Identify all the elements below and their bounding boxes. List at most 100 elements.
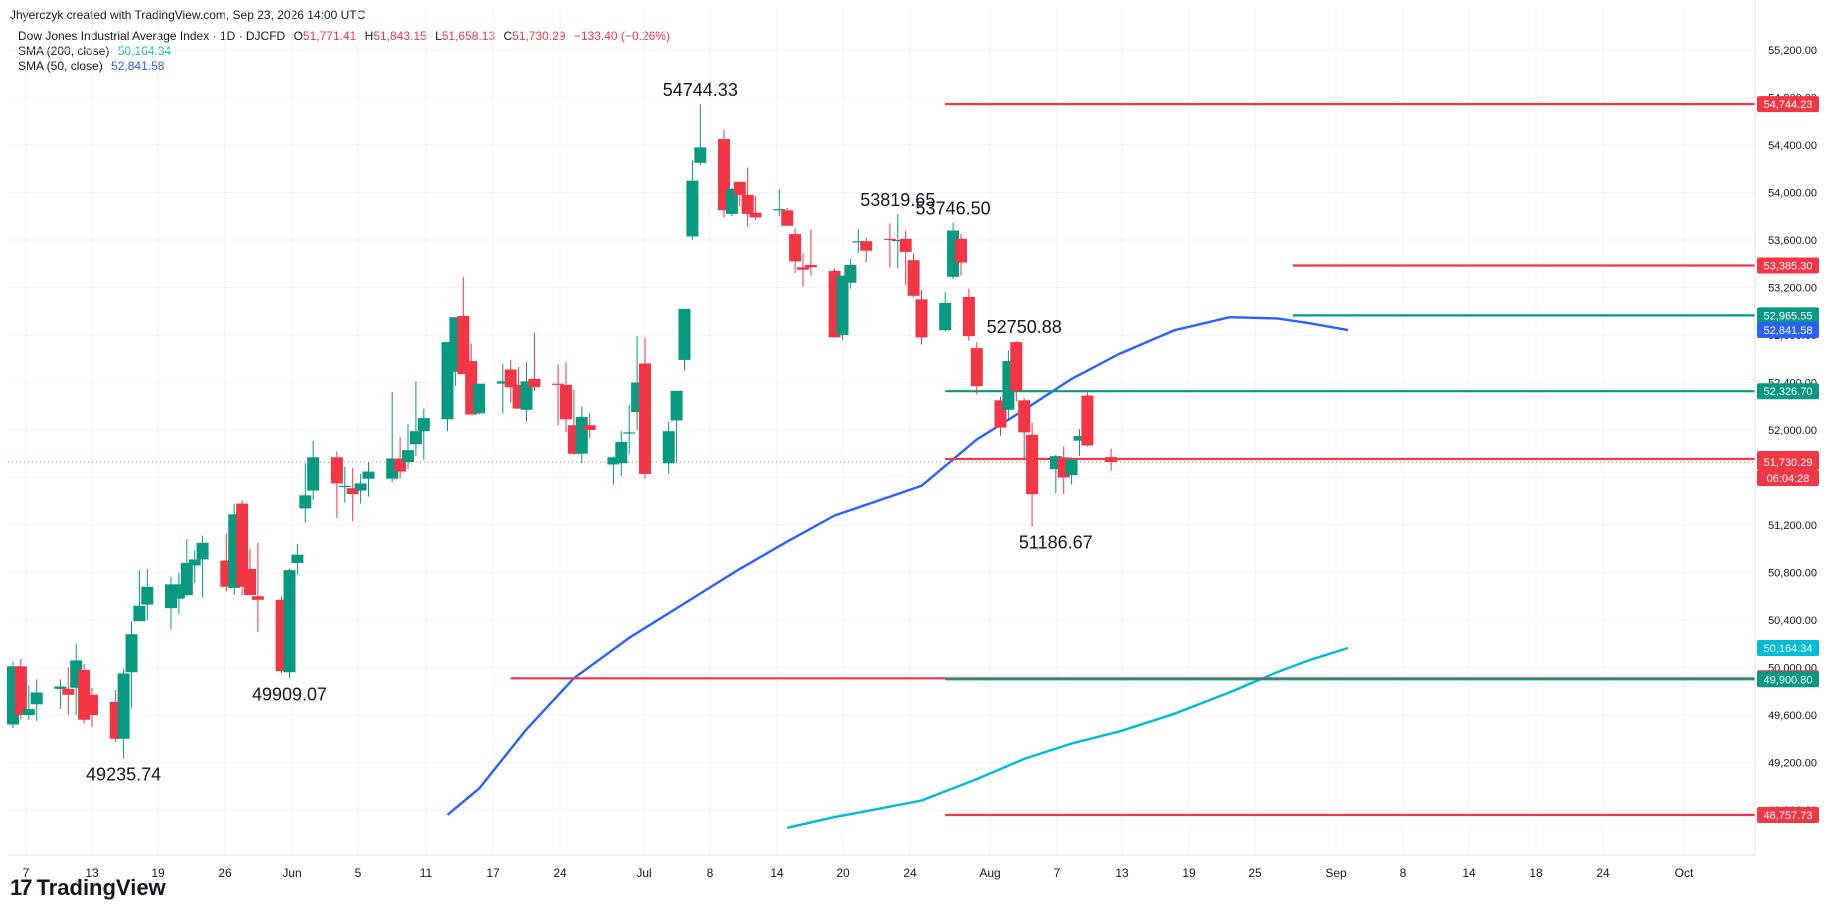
last-price-tag-box bbox=[1757, 454, 1819, 471]
candle-body bbox=[860, 241, 873, 251]
sma200-price-tag-box bbox=[1757, 639, 1819, 656]
price-annotation: 52750.88 bbox=[987, 317, 1062, 337]
time-axis-tick-label: Jun bbox=[282, 866, 301, 880]
time-axis-tick-label: Sep bbox=[1325, 866, 1347, 880]
tradingview-logo[interactable]: 17 TradingView bbox=[10, 875, 166, 901]
candle-body bbox=[86, 694, 98, 715]
candle-body bbox=[907, 260, 920, 296]
time-axis-tick-label: 13 bbox=[85, 866, 99, 880]
price-axis-tick-label: 49,200.00 bbox=[1768, 758, 1817, 770]
candle-body bbox=[496, 381, 509, 384]
candle-body bbox=[741, 194, 754, 214]
time-axis: 7 13 19 26 Jun 5 11 17 24 Jul 8 14 20 24 Aug 7 13 19 25 Sep… bbox=[8, 0, 1756, 880]
candle-body bbox=[196, 542, 209, 560]
level-price-tag-box bbox=[1757, 96, 1819, 113]
candle-body bbox=[560, 384, 572, 420]
candle-body bbox=[939, 302, 952, 331]
price-annotation: 53819.65 bbox=[860, 190, 935, 210]
candle-body bbox=[188, 559, 201, 566]
candle-body bbox=[575, 416, 588, 454]
time-axis-tick-label: 24 bbox=[1596, 866, 1610, 880]
symbol-name[interactable]: Dow Jones Industrial Average Index · 1D … bbox=[18, 29, 286, 43]
candle-body bbox=[125, 634, 138, 673]
candle-body bbox=[22, 709, 35, 715]
level-price-tag-box bbox=[1757, 671, 1819, 688]
candle-body bbox=[141, 586, 154, 605]
candle-body bbox=[133, 605, 146, 622]
candle-body bbox=[354, 483, 367, 491]
sma200-price-tag: 50,164.34 bbox=[1764, 643, 1813, 655]
candle-body bbox=[749, 212, 762, 218]
candle-body bbox=[457, 316, 470, 375]
candle-body bbox=[583, 425, 596, 430]
price-annotation: 49909.07 bbox=[252, 684, 327, 704]
candle-body bbox=[733, 181, 746, 195]
level-price-tag-box bbox=[1757, 807, 1819, 824]
price-annotation: 51186.67 bbox=[1019, 533, 1093, 553]
open-value: 51,771.41 bbox=[302, 29, 357, 43]
candle-body bbox=[852, 241, 865, 243]
candle-body bbox=[670, 390, 683, 421]
close-label: C bbox=[503, 29, 513, 43]
candle-body bbox=[283, 570, 296, 673]
time-axis-tick-label: 26 bbox=[218, 866, 232, 880]
candle-body bbox=[797, 267, 809, 270]
countdown-label: 06:04:28 bbox=[1767, 473, 1810, 485]
price-axis: 55,200.0054,800.0054,400.0054,000.0053,6… bbox=[1755, 0, 1835, 855]
low-value: 51,658.13 bbox=[441, 29, 496, 43]
last-price-tag-countdown-box bbox=[1757, 470, 1819, 487]
candle-body bbox=[678, 308, 691, 360]
time-axis-tick-label: 5 bbox=[355, 866, 362, 880]
time-axis-tick-label: 24 bbox=[903, 866, 917, 880]
sma50-line bbox=[446, 316, 1349, 816]
candle-body bbox=[307, 457, 320, 491]
candle-body bbox=[1010, 342, 1023, 391]
last-price-tag: 51,730.29 bbox=[1764, 457, 1813, 469]
time-axis-tick-label: Oct bbox=[1675, 866, 1694, 880]
candle-body bbox=[417, 418, 430, 432]
price-axis-tick-label: 54,000.00 bbox=[1768, 188, 1817, 200]
price-annotation: 53746.50 bbox=[916, 199, 991, 219]
time-axis-tick-label: 8 bbox=[707, 866, 714, 880]
level-price-tag-box bbox=[1757, 257, 1819, 274]
candle-body bbox=[883, 238, 896, 241]
sma200-label: SMA (200, close) bbox=[18, 44, 110, 58]
time-axis-tick-label: 7 bbox=[1054, 866, 1061, 880]
symbol-legend: Dow Jones Industrial Average Index · 1D … bbox=[18, 29, 675, 43]
candle-body bbox=[346, 488, 359, 495]
candle-body bbox=[1018, 400, 1031, 433]
candle-body bbox=[915, 299, 928, 338]
price-axis-tick-label: 51,200.00 bbox=[1768, 520, 1817, 532]
level-price-tag: 54,744.23 bbox=[1764, 99, 1813, 111]
candle-body bbox=[686, 180, 699, 237]
price-axis-tick-label: 53,600.00 bbox=[1768, 235, 1817, 247]
low-label: L bbox=[435, 29, 442, 43]
time-axis-tick-label: 19 bbox=[1182, 866, 1196, 880]
time-axis-tick-label: 14 bbox=[770, 866, 784, 880]
candle-body bbox=[962, 297, 975, 337]
time-axis-tick-label: 25 bbox=[1248, 866, 1262, 880]
sma50-value: 52,841.58 bbox=[111, 59, 165, 73]
candle-body bbox=[955, 238, 967, 263]
level-price-tag: 48,757.73 bbox=[1764, 810, 1813, 822]
candle-body bbox=[409, 431, 422, 445]
price-axis-tick-label: 49,600.00 bbox=[1768, 710, 1817, 722]
candle-body bbox=[789, 234, 802, 262]
time-axis-tick-label: 17 bbox=[486, 866, 500, 880]
high-value: 51,843.15 bbox=[373, 29, 427, 43]
candle-body bbox=[362, 471, 375, 479]
sma50-legend[interactable]: SMA (50, close) 52,841.58 bbox=[18, 59, 169, 73]
tradingview-mark-icon: 17 bbox=[10, 875, 33, 900]
candle-body bbox=[402, 450, 414, 463]
candle-body bbox=[299, 495, 312, 509]
high-label: H bbox=[364, 29, 374, 43]
candle-body bbox=[338, 485, 351, 488]
price-axis-tick-label: 50,800.00 bbox=[1768, 568, 1817, 580]
chart-credit: Jhyerczyk created with TradingView.com, … bbox=[10, 8, 366, 22]
candle-body bbox=[836, 275, 849, 335]
level-price-tag-box bbox=[1757, 383, 1819, 400]
candle-body bbox=[615, 441, 628, 464]
candle-body bbox=[504, 369, 517, 388]
grid bbox=[8, 8, 1755, 855]
